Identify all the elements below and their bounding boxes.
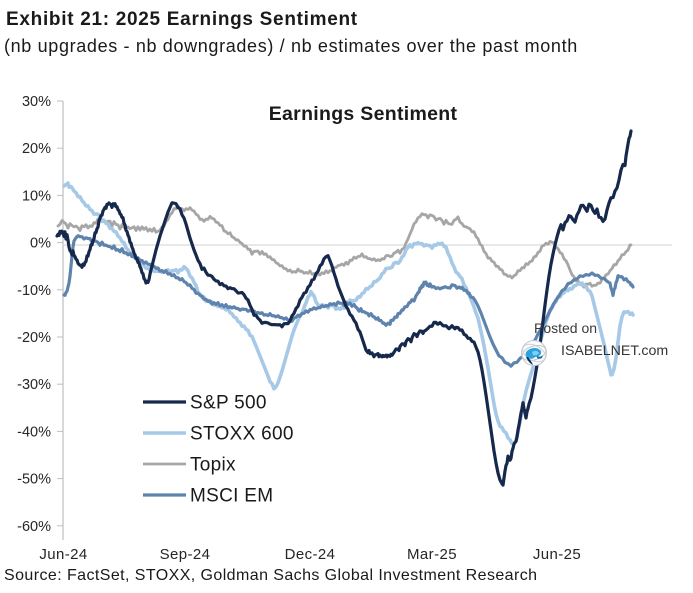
svg-text:Topix: Topix: [190, 455, 236, 476]
svg-text:ISABELNET.com: ISABELNET.com: [561, 343, 668, 359]
svg-text:30%: 30%: [22, 94, 51, 110]
svg-text:-50%: -50%: [17, 472, 51, 488]
svg-text:-10%: -10%: [17, 283, 51, 299]
svg-text:Dec-24: Dec-24: [285, 546, 336, 563]
svg-text:0%: 0%: [30, 236, 51, 252]
svg-text:(nb upgrades - nb downgrades): (nb upgrades - nb downgrades) / nb estim…: [4, 36, 578, 56]
svg-text:Sep-24: Sep-24: [160, 546, 211, 563]
svg-text:MSCI EM: MSCI EM: [190, 486, 273, 507]
svg-text:Jun-25: Jun-25: [533, 546, 581, 563]
svg-text:Exhibit 21: 2025 Earnings Sent: Exhibit 21: 2025 Earnings Sentiment: [6, 9, 358, 30]
svg-text:-30%: -30%: [17, 377, 51, 393]
svg-text:-20%: -20%: [17, 330, 51, 346]
svg-text:Jun-24: Jun-24: [39, 546, 87, 563]
svg-text:STOXX 600: STOXX 600: [190, 424, 294, 445]
svg-text:Earnings Sentiment: Earnings Sentiment: [269, 103, 458, 125]
svg-text:Posted on: Posted on: [534, 320, 597, 336]
svg-text:-40%: -40%: [17, 424, 51, 440]
svg-text:10%: 10%: [22, 188, 51, 204]
svg-text:20%: 20%: [22, 141, 51, 157]
svg-text:Source: FactSet, STOXX, Goldma: Source: FactSet, STOXX, Goldman Sachs Gl…: [4, 567, 537, 584]
svg-text:-60%: -60%: [17, 519, 51, 535]
svg-text:Mar-25: Mar-25: [407, 546, 457, 563]
svg-text:S&P 500: S&P 500: [190, 393, 267, 414]
